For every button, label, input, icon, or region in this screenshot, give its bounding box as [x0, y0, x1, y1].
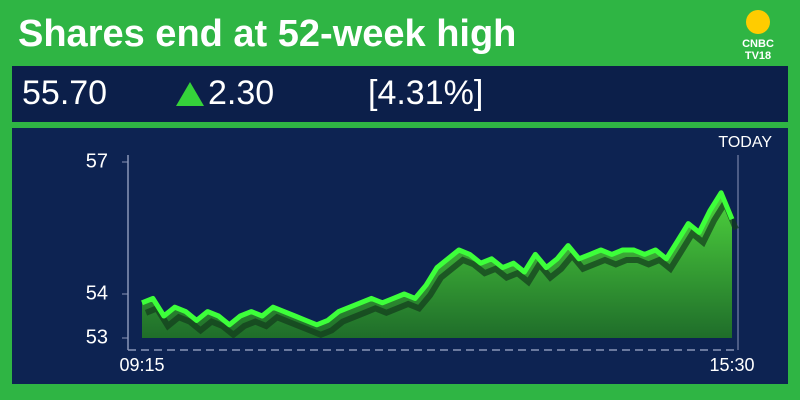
y-tick-label: 54 — [86, 282, 108, 304]
x-tick-label: 09:15 — [119, 355, 164, 375]
price: 55.70 — [22, 74, 107, 112]
y-tick-label: 53 — [86, 326, 108, 348]
area — [142, 192, 732, 338]
quote-bar — [12, 66, 788, 122]
logo-subtext: TV18 — [745, 50, 771, 62]
line — [141, 190, 735, 328]
y-tick-label: 57 — [86, 150, 108, 172]
headline: Shares end at 52-week high — [18, 13, 516, 55]
up-arrow — [176, 82, 204, 106]
change-percent: [4.31%] — [368, 74, 483, 112]
period-label: TODAY — [718, 134, 772, 151]
logo: CNBC TV18 — [742, 10, 774, 62]
logo-text: CNBC — [742, 38, 774, 50]
line-shadow — [144, 196, 739, 339]
change: 2.30 — [208, 74, 274, 112]
x-tick-label: 15:30 — [709, 355, 754, 375]
logo-peacock — [746, 10, 770, 34]
